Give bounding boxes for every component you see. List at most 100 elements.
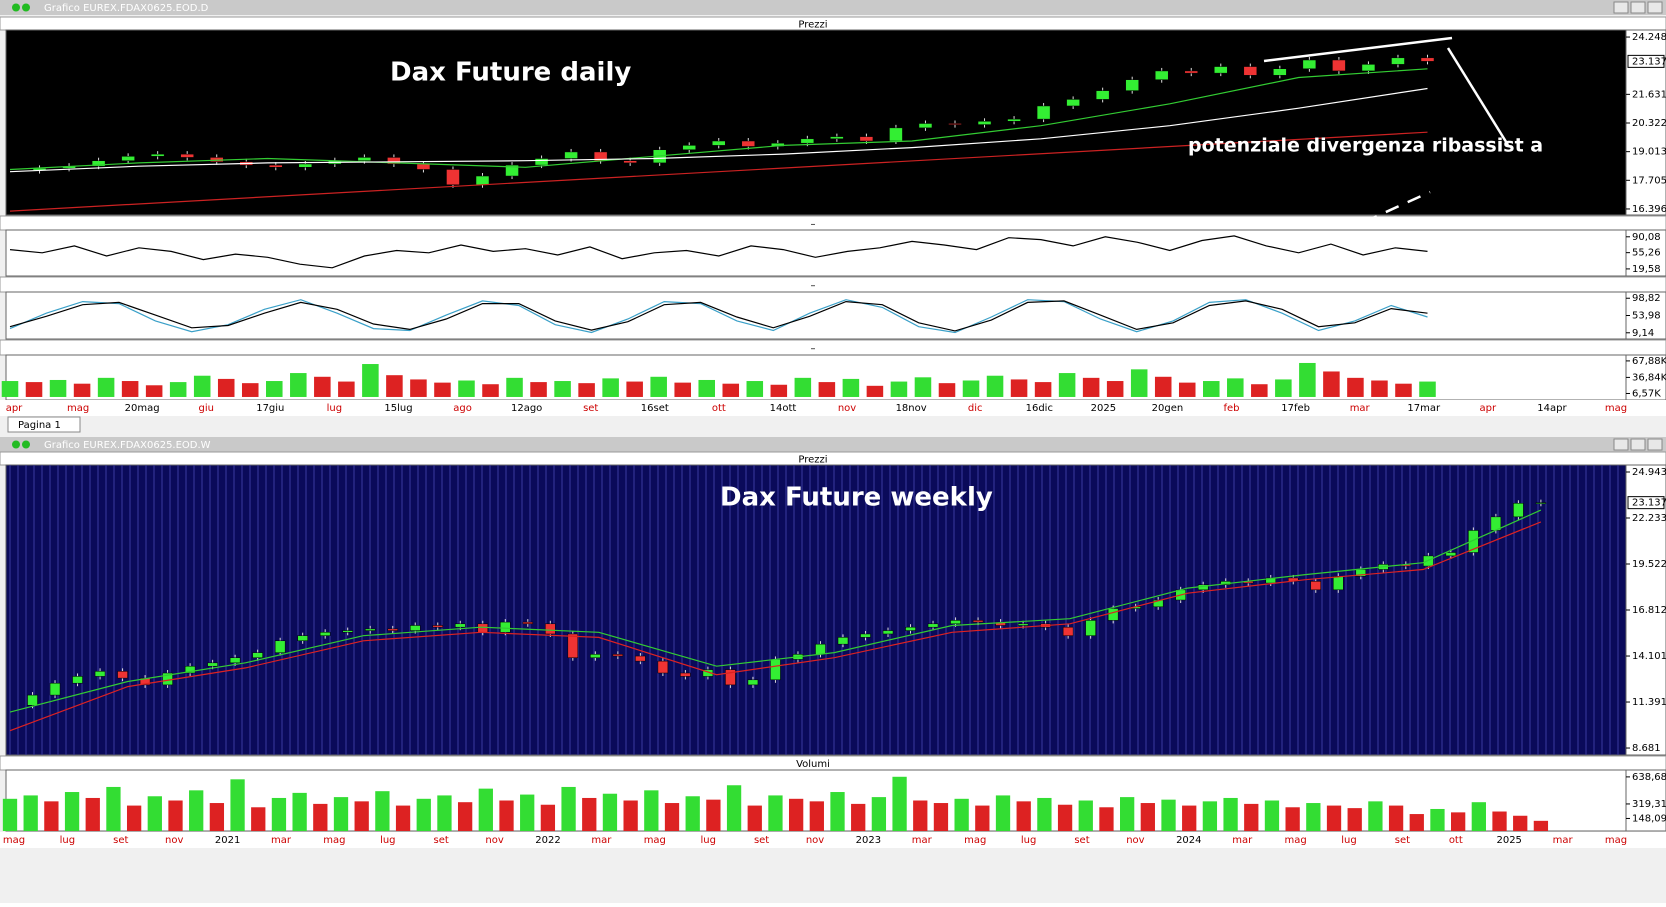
candle-body: [534, 158, 549, 166]
volume-bar: [1306, 803, 1321, 831]
volume-bar: [64, 792, 80, 831]
volume-bar: [975, 805, 990, 831]
candle-body: [590, 654, 601, 658]
volume-bar: [768, 795, 783, 831]
volume-bar: [842, 378, 860, 397]
volume-bar: [290, 373, 307, 397]
indicator-line: [9, 521, 1542, 732]
window-button[interactable]: [1613, 438, 1629, 451]
volume-bar: [602, 793, 618, 831]
volume-bar: [1471, 802, 1486, 831]
volume-bar: [623, 800, 638, 831]
volume-bar: [809, 801, 824, 831]
candle-body: [1333, 576, 1344, 591]
y-tick-label: 6,57K: [1632, 388, 1661, 399]
candle-body: [1062, 626, 1074, 636]
volume-bar: [1010, 379, 1028, 397]
window-button[interactable]: [1647, 1, 1663, 14]
y-tick-label: 90,08: [1632, 232, 1661, 243]
y-tick-label: 19.522: [1632, 559, 1666, 570]
candle-body: [1391, 57, 1405, 65]
window-button[interactable]: [1613, 1, 1629, 14]
volume-bar: [1178, 382, 1196, 397]
volume-bar: [1492, 811, 1507, 831]
volume-bar: [1323, 371, 1340, 397]
chart-annotation: Dax Future daily: [390, 58, 631, 88]
volume-bar: [209, 803, 225, 831]
candle-body: [1125, 79, 1139, 91]
x-tick-label: 16dic: [1026, 403, 1053, 414]
volume-bar: [1347, 808, 1362, 831]
y-tick-label: 14.101: [1632, 651, 1666, 662]
y-tick-label: 20.322: [1632, 118, 1666, 129]
panel-header: [0, 451, 1666, 466]
y-tick-label: 319,31K: [1632, 799, 1666, 810]
candle-body: [477, 623, 489, 633]
candle-body: [927, 623, 939, 628]
volume-bar: [1037, 797, 1052, 831]
y-tick-label: 36,84K: [1632, 372, 1666, 383]
candle-body: [800, 138, 815, 144]
volume-bar: [395, 805, 411, 831]
volume-bar: [85, 797, 100, 831]
candle-body: [725, 669, 736, 686]
candle-body: [1214, 66, 1228, 74]
volume-bar: [1, 381, 19, 397]
title-bar: [0, 437, 1666, 452]
volume-bar: [540, 804, 556, 831]
candle-body: [1420, 57, 1435, 62]
tab-label: Pagina 1: [18, 420, 61, 431]
volume-bar: [1034, 382, 1052, 397]
volume-bar: [410, 379, 427, 397]
volume-bar: [434, 382, 451, 397]
x-tick-label: mag: [1605, 403, 1627, 414]
y-tick-label: 16.812: [1632, 605, 1666, 616]
volume-bar: [626, 381, 643, 397]
x-tick-label: lug: [60, 835, 75, 846]
x-tick-label: mag: [323, 835, 345, 846]
volume-bar: [1419, 381, 1436, 397]
tab[interactable]: [7, 416, 81, 433]
window-icon: [12, 440, 20, 449]
candle-body: [357, 157, 372, 161]
volume-bar: [1182, 805, 1197, 831]
x-tick-label: set: [583, 403, 598, 414]
volume-bar: [251, 807, 266, 831]
volume-bar: [954, 798, 969, 831]
panel-header: [0, 276, 1666, 293]
y-tick-label: 17.705: [1632, 175, 1666, 186]
x-tick-label: 18nov: [896, 403, 927, 414]
volume-bar: [726, 785, 742, 831]
x-tick-label: 2021: [215, 835, 240, 846]
window-button[interactable]: [1647, 438, 1663, 451]
x-tick-label: mag: [1605, 835, 1627, 846]
volume-bar: [674, 382, 691, 397]
candle-body: [1243, 66, 1258, 76]
candle-body: [950, 620, 961, 625]
x-tick-label: lug: [700, 835, 715, 846]
volume-bar: [230, 779, 245, 831]
candle-body: [1085, 620, 1096, 636]
volume-bar: [1275, 379, 1292, 397]
y-tick-label: 67,88K: [1632, 356, 1666, 367]
axis-area: [1625, 354, 1666, 401]
x-tick-label: ago: [453, 403, 472, 414]
volume-bar: [685, 796, 700, 831]
volume-bar: [482, 384, 499, 397]
volume-bar: [986, 375, 1004, 397]
candle-body: [319, 632, 331, 636]
candle-body: [567, 633, 579, 658]
x-tick-label: 14ott: [770, 403, 797, 414]
y-tick-label: 21.631: [1632, 89, 1666, 100]
window-button[interactable]: [1630, 1, 1646, 14]
volume-bar: [561, 786, 576, 831]
candle-body: [1007, 118, 1021, 122]
y-tick-label: 638,68K: [1632, 772, 1666, 783]
indicator-line: [9, 509, 1542, 713]
trend-line: [1363, 190, 1431, 224]
volume-bar: [386, 375, 403, 397]
candle-body: [416, 163, 431, 170]
window-button[interactable]: [1630, 438, 1646, 451]
volume-bar: [520, 794, 535, 831]
volume-bar: [664, 803, 680, 831]
